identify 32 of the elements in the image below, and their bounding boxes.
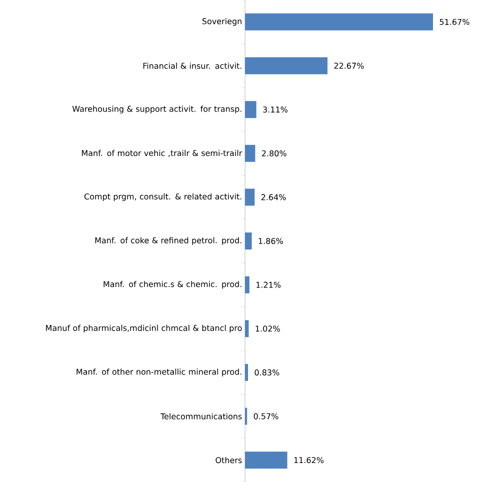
bar <box>245 320 249 338</box>
bar <box>245 13 433 30</box>
bar <box>245 232 252 250</box>
data-label: 0.57% <box>254 413 278 420</box>
y-tick-label: Soveriegn <box>202 18 242 26</box>
data-label: 1.86% <box>258 238 283 244</box>
y-tick-label: Manf. of motor vehic ,trailr & semi-trailr <box>82 150 242 157</box>
data-label: 2.64% <box>261 194 286 200</box>
y-tick-label: Compt prgm, consult. & related activit. <box>84 193 242 202</box>
data-label: 1.21% <box>256 282 281 288</box>
bar <box>245 144 256 162</box>
data-label: 3.11% <box>263 106 288 113</box>
y-tick-label: Warehousing & support activit. for transp. <box>72 106 242 114</box>
y-tick-label: Financial & insur. activit. <box>143 62 242 69</box>
data-label: 51.67% <box>440 18 470 25</box>
y-tick-label: Others <box>216 457 242 464</box>
y-tick-label: Manuf of pharmicals,mdicinl chmcal & btancl pro <box>46 324 242 333</box>
y-tick-label: Manf. of other non-metallic mineral prod. <box>76 368 242 376</box>
y-tick-label: Telecommunications <box>160 413 242 420</box>
data-label: 11.62% <box>294 457 324 464</box>
bar <box>245 452 288 469</box>
bar <box>245 101 256 118</box>
y-tick-label: Manf. of coke & refined petrol. prod. <box>95 237 242 245</box>
bar <box>245 276 250 294</box>
data-label: 2.80% <box>262 150 286 156</box>
data-label: 22.67% <box>334 62 364 69</box>
bar <box>245 188 255 206</box>
bar <box>245 364 248 381</box>
y-tick-label: Manf. of chemic.s & chemic. prod. <box>104 280 242 289</box>
bar <box>245 57 328 74</box>
data-label: 1.02% <box>256 326 280 332</box>
data-label: 0.83% <box>254 369 280 376</box>
